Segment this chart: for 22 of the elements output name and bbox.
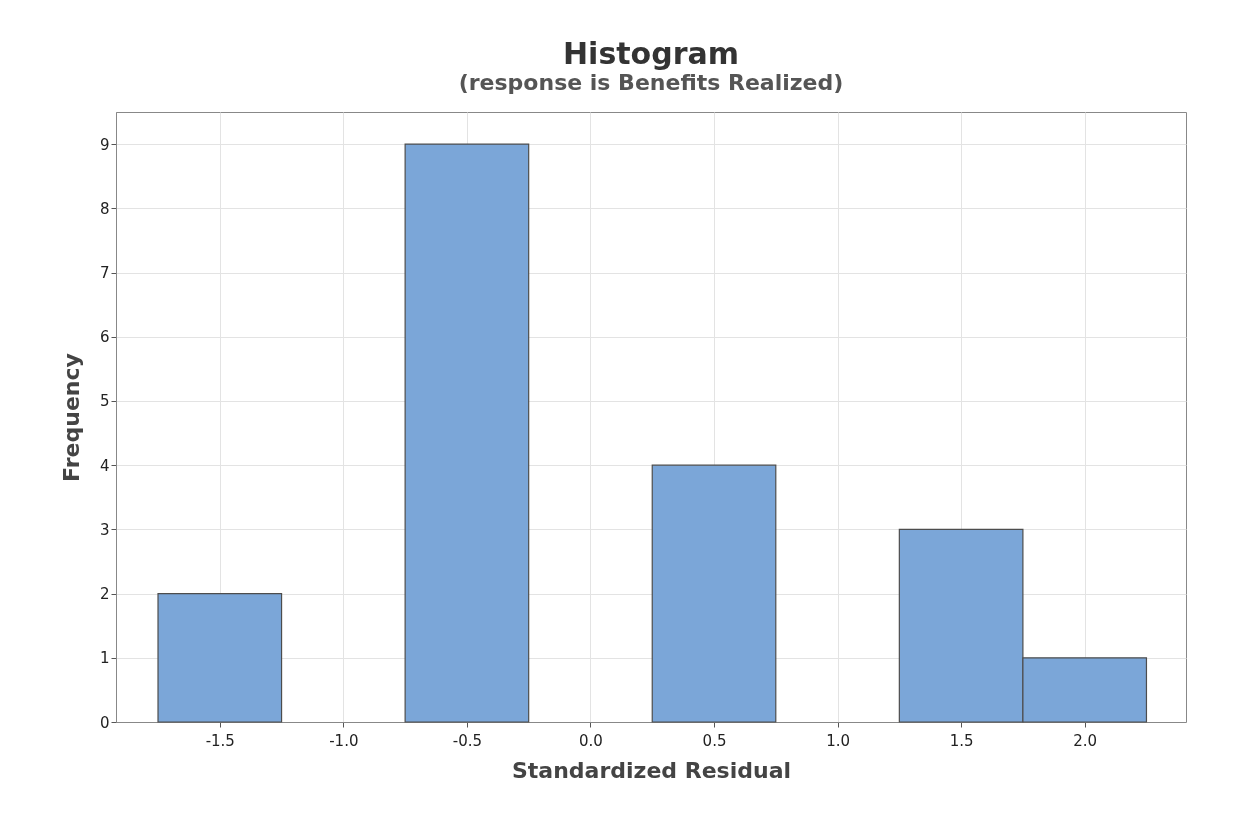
- y-tick-label: 4: [99, 456, 110, 475]
- y-tick-label: 9: [99, 135, 110, 154]
- chart-title: Histogram: [563, 36, 739, 71]
- x-axis-title: Standardized Residual: [511, 757, 792, 783]
- y-tick-label: 0: [99, 713, 110, 732]
- y-tick-label: 6: [99, 328, 110, 347]
- y-tick-label: 2: [99, 585, 110, 604]
- x-tick-label: 0.0: [579, 731, 603, 750]
- x-tick-label: -1.0: [329, 731, 359, 750]
- x-tick-label: 2.0: [1073, 731, 1098, 750]
- y-tick-label: 7: [99, 264, 110, 283]
- x-tick-label: 0.5: [702, 731, 727, 750]
- y-tick-label: 3: [99, 520, 110, 539]
- y-tick-label: 8: [99, 199, 110, 218]
- chart-subtitle: (response is Benefits Realized): [458, 70, 844, 95]
- y-axis-title: Frequency: [58, 353, 84, 482]
- x-tick-label: 1.5: [949, 731, 974, 750]
- x-tick-label: -0.5: [452, 731, 483, 750]
- x-tick-label: 1.0: [826, 731, 850, 750]
- x-tick-label: -1.5: [205, 731, 235, 750]
- y-tick-label: 1: [99, 649, 110, 668]
- y-tick-label: 5: [99, 392, 110, 411]
